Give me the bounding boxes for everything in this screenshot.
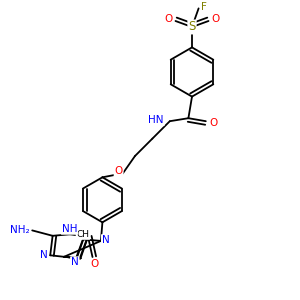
Text: N: N bbox=[102, 235, 110, 245]
Text: N: N bbox=[71, 257, 79, 267]
Text: O: O bbox=[90, 259, 98, 269]
Text: CH: CH bbox=[76, 230, 89, 239]
Text: S: S bbox=[188, 20, 196, 34]
Text: NH₂: NH₂ bbox=[10, 225, 30, 235]
Text: F: F bbox=[201, 2, 207, 12]
Text: O: O bbox=[165, 14, 173, 24]
Text: N: N bbox=[40, 250, 47, 260]
Text: NH: NH bbox=[62, 224, 77, 234]
Text: O: O bbox=[209, 118, 217, 128]
Text: O: O bbox=[211, 14, 219, 24]
Text: O: O bbox=[115, 166, 123, 176]
Text: HN: HN bbox=[148, 115, 164, 125]
